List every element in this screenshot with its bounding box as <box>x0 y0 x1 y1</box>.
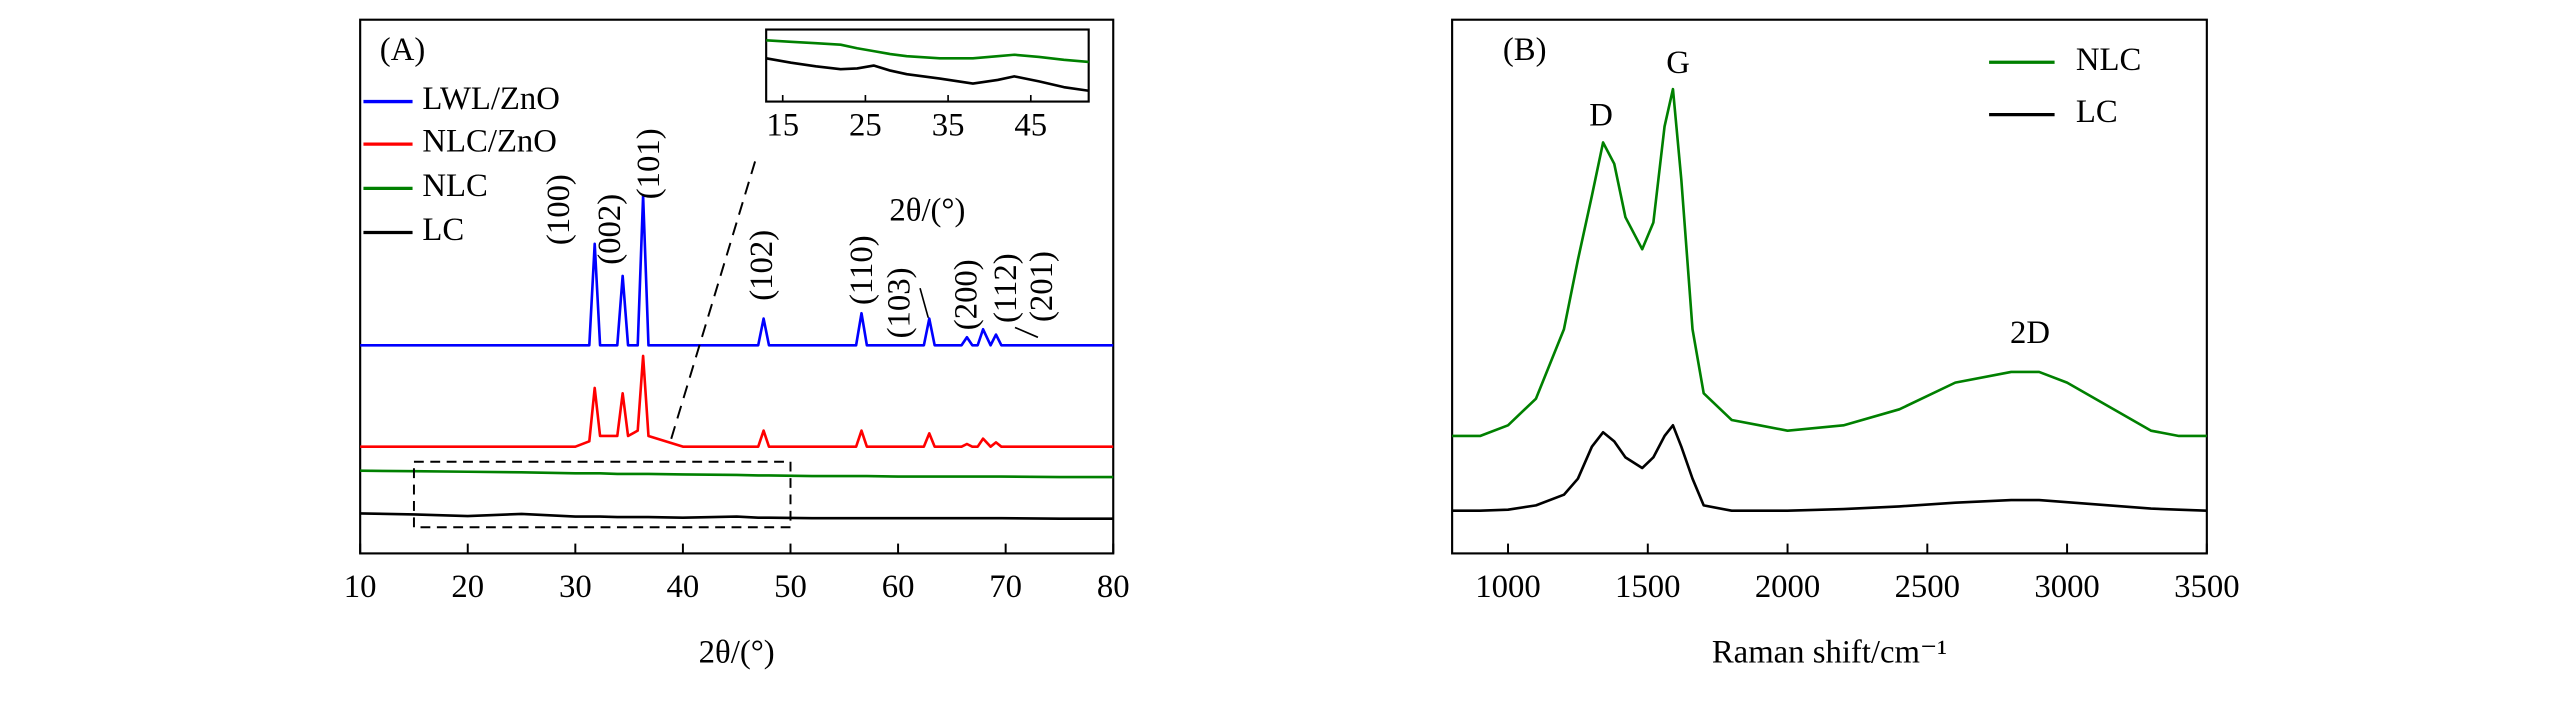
series-line <box>360 469 1114 479</box>
series-line <box>360 354 1114 448</box>
x-tick-label: 80 <box>1097 569 1130 605</box>
legend-label: LC <box>2076 94 2118 130</box>
x-tick-label: 10 <box>344 569 377 605</box>
leader <box>919 287 930 318</box>
x-tick-label: 60 <box>882 569 915 605</box>
peak-label: (200) <box>949 259 985 330</box>
leader <box>1014 326 1039 339</box>
x-axis-label: 2θ/(°) <box>699 634 775 670</box>
x-tick-label: 50 <box>774 569 807 605</box>
x-tick-label: 20 <box>451 569 484 605</box>
x-tick-label: 3000 <box>2034 569 2099 605</box>
x-tick-label: 2000 <box>1755 569 1820 605</box>
peak-label: (201) <box>1024 251 1060 322</box>
legend-label: NLC <box>2076 42 2141 78</box>
panel-label: (A) <box>380 32 425 68</box>
legend-label: LWL/ZnO <box>422 81 560 117</box>
x-tick-label: 40 <box>667 569 700 605</box>
peak-label: (112) <box>988 253 1024 323</box>
peak-label: (101) <box>631 128 667 199</box>
peak-label: (102) <box>744 230 780 301</box>
peak-label: (100) <box>541 174 577 245</box>
series-line <box>1452 424 2207 513</box>
inset-x-tick-label: 15 <box>766 107 799 143</box>
peak-label: (110) <box>844 235 880 305</box>
x-tick-label: 1000 <box>1475 569 1540 605</box>
x-tick-label: 30 <box>559 569 592 605</box>
x-tick-label: 2500 <box>1895 569 1960 605</box>
zoom-leader <box>670 156 758 440</box>
x-tick-label: 1500 <box>1615 569 1680 605</box>
plot-frame <box>1451 18 2208 555</box>
zoom-box <box>412 460 792 529</box>
panel-label: (B) <box>1503 32 1547 68</box>
peak-label: (103) <box>882 267 918 338</box>
peak-label: G <box>1666 45 1690 81</box>
inset-x-tick-label: 25 <box>849 107 882 143</box>
legend-label: NLC/ZnO <box>422 124 557 160</box>
series-line <box>360 194 1114 347</box>
peak-label: D <box>1589 97 1613 133</box>
x-axis-label: Raman shift/cm⁻¹ <box>1712 634 1947 670</box>
x-tick-label: 3500 <box>2174 569 2239 605</box>
legend-label: LC <box>422 212 464 248</box>
x-tick-label: 70 <box>989 569 1022 605</box>
series-line <box>1452 87 2207 438</box>
plot-frame <box>359 18 1115 555</box>
series-line <box>766 39 1089 64</box>
inset-x-tick-label: 35 <box>932 107 965 143</box>
peak-label: (002) <box>592 194 628 265</box>
series-line <box>765 57 1089 93</box>
series-line <box>360 512 1114 521</box>
peak-label: 2D <box>2010 315 2050 351</box>
inset-x-tick-label: 45 <box>1014 107 1047 143</box>
legend-label: NLC <box>422 168 487 204</box>
inset-x-axis-label: 2θ/(°) <box>889 192 965 228</box>
